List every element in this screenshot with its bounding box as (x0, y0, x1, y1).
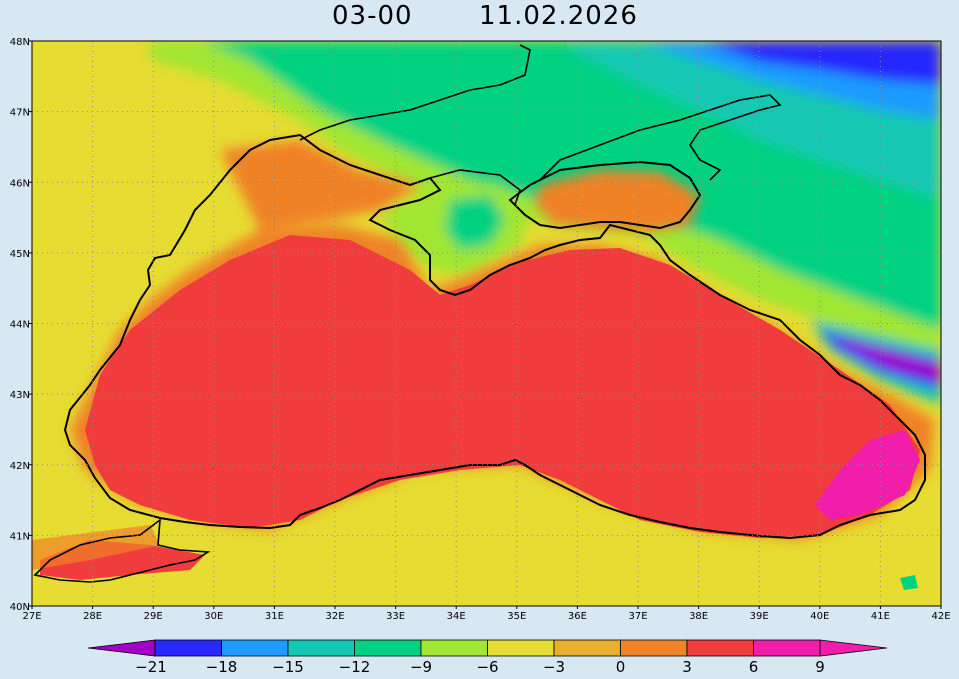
lon-tick-label: 31E (265, 611, 284, 622)
lat-lon-grid (32, 41, 941, 606)
lon-tick-label: 41E (871, 611, 890, 622)
colorbar-label: 6 (749, 658, 759, 676)
colorbar-label: −21 (135, 658, 167, 676)
black-sea-coastline (63, 133, 926, 540)
lon-tick-label: 35E (507, 611, 526, 622)
lat-tick-label: 46N (10, 178, 30, 189)
lat-tick-label: 48N (10, 37, 30, 48)
colorbar-right-arrow (819, 639, 888, 657)
colorbar-label: −12 (339, 658, 371, 676)
title-date: 11.02.2026 (479, 1, 638, 31)
azov-coastline (508, 160, 702, 230)
latitude-labels: 48N 47N 46N 45N 44N 43N 42N 41N 40N (10, 37, 32, 613)
colorbar-label: −6 (476, 658, 498, 676)
lon-tick-label: 32E (325, 611, 344, 622)
lon-tick-label: 39E (750, 611, 769, 622)
lon-tick-label: 28E (83, 611, 102, 622)
colorbar-label: 9 (815, 658, 825, 676)
colorbar-swatch (221, 639, 289, 657)
lat-tick-label: 41N (10, 531, 30, 542)
map-title: 03-00 11.02.2026 (0, 0, 959, 40)
lat-tick-label: 47N (10, 108, 30, 119)
lon-tick-label: 42E (931, 611, 950, 622)
colorbar-swatch (287, 639, 355, 657)
lat-tick-label: 45N (10, 249, 30, 260)
colorbar-swatch (620, 639, 688, 657)
colorbar-swatch (154, 639, 222, 657)
lon-tick-label: 40E (810, 611, 829, 622)
colorbar-swatch (686, 639, 754, 657)
colorbar-swatch (487, 639, 555, 657)
longitude-labels: 27E 28E 29E 30E 31E 32E 33E 34E 35E 36E 37E 38E 39E 4… (22, 606, 951, 622)
lon-tick-label: 38E (689, 611, 708, 622)
colorbar-label: 0 (616, 658, 626, 676)
lon-tick-label: 37E (628, 611, 647, 622)
colorbar-label: −3 (543, 658, 565, 676)
colorbar-label: −15 (272, 658, 304, 676)
colorbar-swatch (420, 639, 488, 657)
marmara-coastline (33, 518, 211, 583)
colorbar-swatch (354, 639, 422, 657)
lat-tick-label: 42N (10, 461, 30, 472)
lat-tick-label: 44N (10, 320, 30, 331)
colorbar-swatch (553, 639, 621, 657)
colorbar-label: −9 (410, 658, 432, 676)
colorbar-label: −18 (206, 658, 238, 676)
colorbar-swatch (753, 639, 821, 657)
lon-tick-label: 33E (386, 611, 405, 622)
lon-tick-label: 36E (568, 611, 587, 622)
title-time: 03-00 (332, 1, 413, 31)
lon-tick-label: 29E (144, 611, 163, 622)
lon-tick-label: 27E (22, 611, 41, 622)
colorbar: −21 −18 −15 −12 −9 −6 −3 0 3 6 9 (87, 639, 888, 676)
lat-tick-label: 40N (10, 602, 30, 613)
lon-tick-label: 30E (204, 611, 223, 622)
colorbar-left-arrow (87, 639, 156, 657)
temperature-field (32, 41, 941, 606)
colorbar-label: 3 (682, 658, 692, 676)
lat-tick-label: 43N (10, 390, 30, 401)
lon-tick-label: 34E (447, 611, 466, 622)
